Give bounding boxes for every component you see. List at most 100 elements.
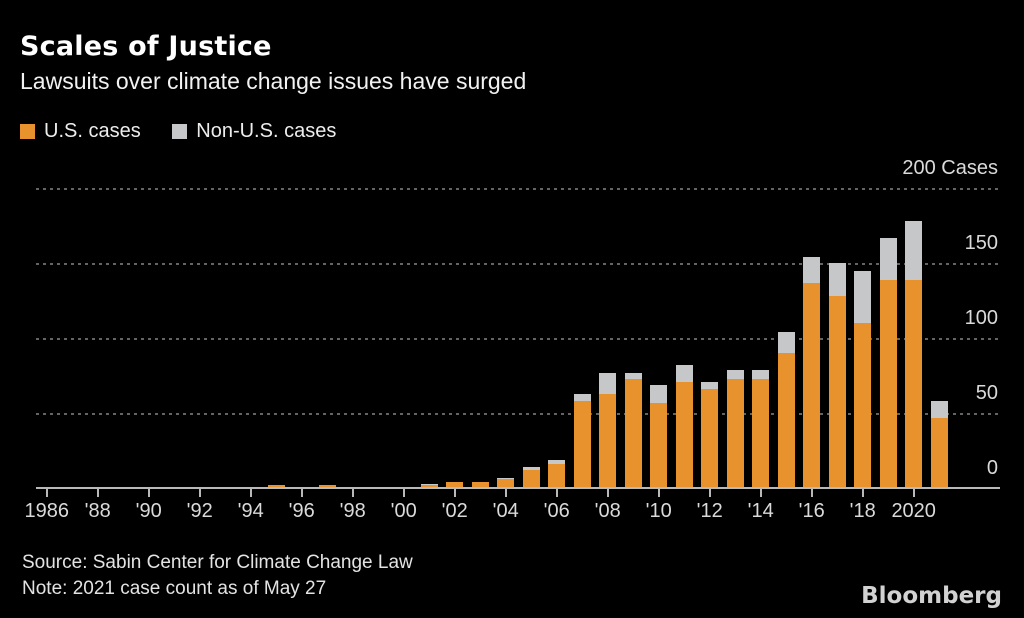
x-tick-1986 bbox=[45, 489, 48, 497]
x-tick-18 bbox=[861, 489, 864, 497]
x-axis-label-1986: 1986 bbox=[24, 500, 69, 522]
gridline-150 bbox=[36, 263, 1000, 265]
bar-2019-us-segment bbox=[879, 279, 897, 488]
bar-2002-us-segment bbox=[446, 482, 464, 488]
bar-2003 bbox=[471, 482, 489, 488]
x-axis-label-98: '98 bbox=[339, 500, 366, 522]
bloomberg-logo: Bloomberg bbox=[861, 583, 1002, 609]
x-axis-label-06: '06 bbox=[543, 500, 570, 522]
legend-label-us-cases: U.S. cases bbox=[44, 120, 141, 142]
bar-2015 bbox=[777, 332, 795, 488]
y-axis-label-0: 0 bbox=[986, 457, 998, 479]
x-tick-10 bbox=[657, 489, 660, 497]
bar-2008 bbox=[599, 372, 617, 488]
bar-2016 bbox=[803, 257, 821, 488]
bar-2004-non-us-segment bbox=[497, 477, 515, 479]
bar-2018 bbox=[854, 270, 872, 488]
bar-2005-us-segment bbox=[522, 470, 540, 488]
legend: U.S. cases Non-U.S. cases bbox=[20, 120, 362, 145]
x-tick-92 bbox=[198, 489, 201, 497]
bar-2006 bbox=[548, 459, 566, 488]
bar-2001-us-segment bbox=[420, 485, 438, 488]
x-tick-06 bbox=[555, 489, 558, 497]
bar-2008-non-us-segment bbox=[599, 372, 617, 394]
x-tick-04 bbox=[504, 489, 507, 497]
x-axis-label-92: '92 bbox=[186, 500, 213, 522]
bar-2003-us-segment bbox=[471, 482, 489, 488]
bar-2007 bbox=[573, 393, 591, 488]
x-tick-88 bbox=[96, 489, 99, 497]
x-axis: 1986 '88 '90 '92 '94 '96 '98 '00 '02 '04 '06 '08 '10… bbox=[24, 487, 1000, 522]
bar-2016-non-us-segment bbox=[803, 257, 821, 283]
us-cases-swatch-icon bbox=[20, 124, 35, 139]
legend-label-non-us-cases: Non-U.S. cases bbox=[196, 120, 337, 142]
bar-2011-us-segment bbox=[675, 381, 693, 488]
bar-2009-non-us-segment bbox=[624, 372, 642, 379]
x-axis-label-88: '88 bbox=[84, 500, 111, 522]
gridline-200 bbox=[36, 188, 1000, 190]
x-tick-90 bbox=[147, 489, 150, 497]
bar-2012-us-segment bbox=[701, 389, 719, 488]
bar-2009 bbox=[624, 372, 642, 488]
plot-area: 200 Cases 150 100 50 0 bbox=[36, 157, 1000, 488]
page-title: Scales of Justice bbox=[20, 31, 272, 62]
bar-2019 bbox=[879, 237, 897, 488]
bar-2014-us-segment bbox=[752, 378, 770, 488]
x-axis-label-90: '90 bbox=[135, 500, 162, 522]
x-tick-00 bbox=[402, 489, 405, 497]
gridline-50 bbox=[36, 413, 1000, 415]
bar-2006-us-segment bbox=[548, 464, 566, 488]
source-text: Source: Sabin Center for Climate Change … bbox=[22, 552, 413, 573]
y-axis-label-200: 200 Cases bbox=[902, 157, 998, 179]
bar-2012-non-us-segment bbox=[701, 381, 719, 389]
bar-2021-us-segment bbox=[930, 417, 948, 488]
x-axis-label-14: '14 bbox=[747, 500, 774, 522]
bar-2020-non-us-segment bbox=[905, 221, 923, 280]
x-tick-12 bbox=[708, 489, 711, 497]
y-axis-label-150: 150 bbox=[964, 232, 998, 254]
x-axis-label-18: '18 bbox=[849, 500, 876, 522]
bar-2013-us-segment bbox=[726, 378, 744, 488]
x-axis-label-94: '94 bbox=[237, 500, 264, 522]
x-axis-label-04: '04 bbox=[492, 500, 519, 522]
bar-1997-us-segment bbox=[318, 485, 336, 488]
bar-2011-non-us-segment bbox=[675, 365, 693, 382]
x-axis-label-02: '02 bbox=[441, 500, 468, 522]
bar-2010 bbox=[650, 384, 668, 488]
x-axis-label-08: '08 bbox=[594, 500, 621, 522]
x-tick-94 bbox=[249, 489, 252, 497]
x-tick-16 bbox=[810, 489, 813, 497]
bar-2007-us-segment bbox=[573, 401, 591, 488]
bar-2017-us-segment bbox=[828, 296, 846, 488]
bar-2017 bbox=[828, 263, 846, 488]
bar-2019-non-us-segment bbox=[879, 237, 897, 280]
bar-2016-us-segment bbox=[803, 282, 821, 488]
x-tick-96 bbox=[300, 489, 303, 497]
x-axis-label-00: '00 bbox=[390, 500, 417, 522]
chart-subtitle: Lawsuits over climate change issues have… bbox=[20, 68, 527, 94]
bar-2002 bbox=[446, 482, 464, 488]
bar-2014 bbox=[752, 369, 770, 488]
bar-2020 bbox=[905, 221, 923, 488]
bar-2012 bbox=[701, 381, 719, 488]
bar-2020-us-segment bbox=[905, 279, 923, 488]
y-axis-label-50: 50 bbox=[975, 382, 998, 404]
bar-2004-us-segment bbox=[497, 479, 515, 488]
y-axis-label-100: 100 bbox=[964, 307, 998, 329]
bar-2004 bbox=[497, 477, 515, 488]
bar-2005 bbox=[522, 467, 540, 488]
bar-2010-non-us-segment bbox=[650, 384, 668, 403]
x-axis-label-16: '16 bbox=[798, 500, 825, 522]
bar-2018-us-segment bbox=[854, 323, 872, 488]
bar-2014-non-us-segment bbox=[752, 369, 770, 379]
bar-2018-non-us-segment bbox=[854, 270, 872, 323]
x-tick-2020 bbox=[912, 489, 915, 497]
bar-2011 bbox=[675, 365, 693, 488]
bar-2015-non-us-segment bbox=[777, 332, 795, 353]
bar-2007-non-us-segment bbox=[573, 393, 591, 401]
legend-item-non-us-cases: Non-U.S. cases bbox=[172, 120, 336, 143]
x-tick-98 bbox=[351, 489, 354, 497]
bar-2005-non-us-segment bbox=[522, 467, 540, 470]
bar-2013-non-us-segment bbox=[726, 369, 744, 379]
x-axis-label-12: '12 bbox=[696, 500, 723, 522]
